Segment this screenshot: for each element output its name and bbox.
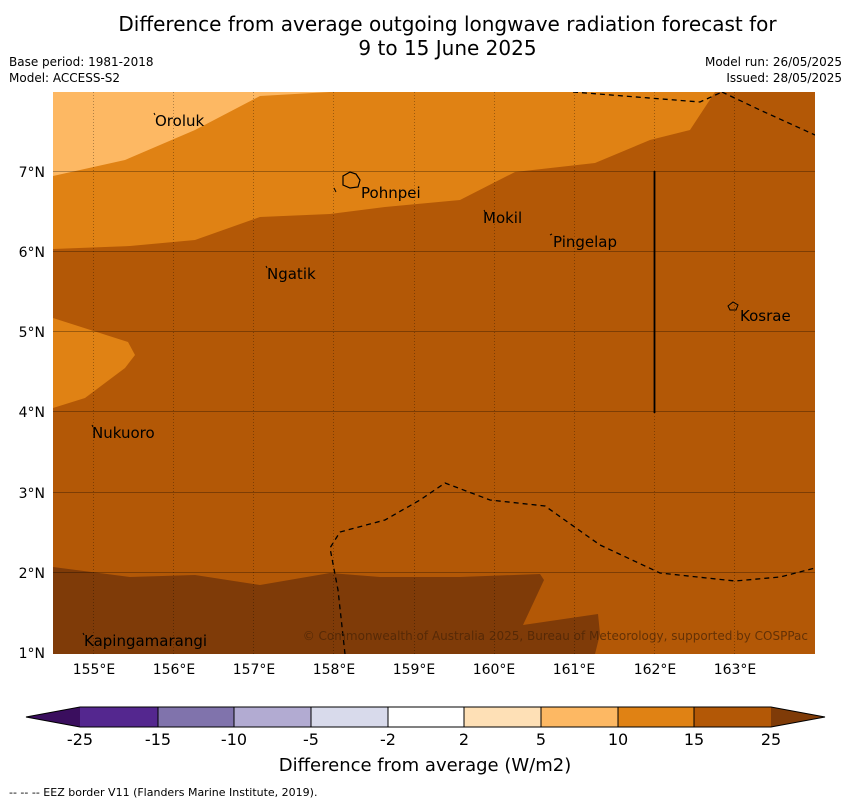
colorbar-tick: -15 (145, 730, 171, 749)
lon-tick-156e: 156°E (153, 662, 196, 678)
footer-eez-note: -- -- -- EEZ border V11 (Flanders Marine… (9, 786, 318, 799)
map-title: Difference from average outgoing longwav… (0, 12, 850, 60)
anomaly-10-15-west-region (53, 318, 135, 408)
colorbar-bin-10-15 (618, 707, 694, 727)
model-run-text: Model run: 26/05/2025 (704, 55, 842, 69)
colorbar-extend-high (771, 707, 825, 727)
base-period-text: Base period: 1981-2018 (9, 55, 154, 69)
meta-left: Base period: 1981-2018 Model: ACCESS-S2 (9, 54, 154, 86)
lon-tick-159e: 159°E (393, 662, 436, 678)
lat-tick-1n: 1°N (19, 646, 45, 662)
graticule (53, 92, 815, 654)
colorbar-bin-5-10 (541, 707, 618, 727)
lon-tick-162e: 162°E (634, 662, 677, 678)
lon-tick-160e: 160°E (473, 662, 516, 678)
pohnpei-island-outline (342, 171, 361, 189)
place-kapingamarangi: Kapingamarangi (84, 632, 207, 650)
lon-tick-158e: 158°E (313, 662, 356, 678)
colorbar-tick: -25 (67, 730, 93, 749)
model-text: Model: ACCESS-S2 (9, 71, 121, 85)
colorbar-tick: 10 (608, 730, 628, 749)
anomaly-10-15-north-region (53, 92, 715, 249)
place-oroluk: Oroluk (155, 112, 204, 130)
colorbar-title: Difference from average (W/m2) (278, 755, 572, 776)
map-panel: Oroluk Pohnpei Mokil Pingelap Ngatik Kos… (53, 92, 815, 654)
anomaly-5-10-region (53, 92, 330, 176)
anomaly-gt25-region (53, 567, 600, 654)
lat-tick-4n: 4°N (19, 405, 45, 421)
lat-tick-5n: 5°N (19, 325, 45, 341)
colorbar-tick: 2 (459, 730, 469, 749)
lon-tick-163e: 163°E (714, 662, 757, 678)
colorbar-tick: -2 (380, 730, 396, 749)
place-kosrae: Kosrae (740, 307, 791, 325)
place-nukuoro: Nukuoro (92, 424, 155, 442)
colorbar-tick: -5 (303, 730, 319, 749)
colorbar-bin-2-5 (464, 707, 541, 727)
colorbar-extend-low (26, 707, 80, 727)
place-ngatik: Ngatik (267, 265, 316, 283)
atoll-marks (82, 112, 553, 636)
eez-borders (329, 92, 815, 654)
copyright-text: © Commonwealth of Australia 2025, Bureau… (303, 629, 808, 643)
colorbar-tick: 15 (684, 730, 704, 749)
lat-tick-7n: 7°N (19, 165, 45, 181)
kosrae-island-outline (727, 301, 739, 311)
lon-tick-161e: 161°E (553, 662, 596, 678)
colorbar-tick: 5 (536, 730, 546, 749)
place-pohnpei: Pohnpei (361, 184, 421, 202)
colorbar-tick: 25 (761, 730, 781, 749)
place-mokil: Mokil (483, 209, 522, 227)
place-pingelap: Pingelap (553, 233, 617, 251)
lat-tick-3n: 3°N (19, 486, 45, 502)
pohnpei-reef-mark (333, 187, 337, 193)
colorbar-outline (25, 706, 826, 728)
colorbar-bin-neg2-2 (388, 707, 464, 727)
colorbar-bin-neg10-neg5 (234, 707, 311, 727)
colorbar-bin-15-25 (694, 707, 771, 727)
lon-tick-157e: 157°E (233, 662, 276, 678)
colorbar-tick: -10 (221, 730, 247, 749)
title-line-2: 9 to 15 June 2025 (358, 36, 537, 60)
colorbar-bin-neg25-neg15 (80, 707, 158, 727)
lat-tick-6n: 6°N (19, 245, 45, 261)
issued-text: Issued: 28/05/2025 (726, 71, 842, 85)
title-line-1: Difference from average outgoing longwav… (118, 12, 777, 36)
colorbar: -25 -15 -10 -5 -2 2 5 10 15 25 (25, 706, 826, 749)
meta-right: Model run: 26/05/2025 Issued: 28/05/2025 (705, 54, 842, 86)
lon-tick-155e: 155°E (73, 662, 116, 678)
lat-tick-2n: 2°N (19, 566, 45, 582)
colorbar-bin-neg5-neg2 (311, 707, 388, 727)
colorbar-bin-neg15-neg10 (158, 707, 234, 727)
